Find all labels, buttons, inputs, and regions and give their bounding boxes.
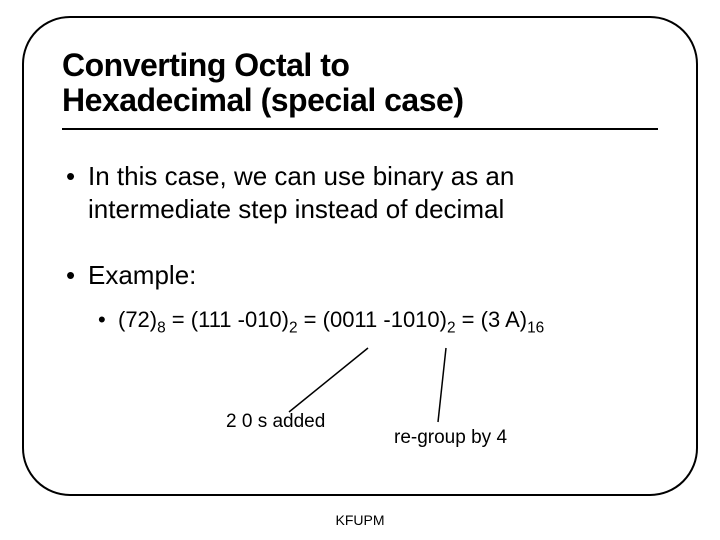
bullet-list: In this case, we can use binary as an in… (62, 160, 658, 458)
eq-eq3: = (3 A) (456, 307, 528, 332)
title-line-2: Hexadecimal (special case) (62, 82, 463, 118)
title-line-1: Converting Octal to (62, 47, 349, 83)
bullet-1: In this case, we can use binary as an in… (88, 160, 658, 225)
eq-eq1: = (111 -010) (166, 307, 289, 332)
eq-sub1: 8 (157, 319, 166, 336)
eq-p1: (72) (118, 307, 157, 332)
bullet-2-label: Example: (88, 260, 196, 290)
slide-frame: Converting Octal to Hexadecimal (special… (22, 16, 698, 496)
arrow-1 (289, 348, 368, 412)
annotation-area: 2 0 s added re-group by 4 (88, 348, 658, 458)
annotation-arrows (88, 348, 688, 458)
annotation-label-1: 2 0 s added (226, 410, 325, 434)
footer: KFUPM (0, 512, 720, 528)
bullet-2: Example: (72)8 = (111 -010)2 = (0011 -10… (88, 259, 658, 458)
eq-sub4: 16 (527, 319, 544, 336)
slide-title: Converting Octal to Hexadecimal (special… (62, 48, 658, 118)
example-equation: (72)8 = (111 -010)2 = (0011 -1010)2 = (3… (118, 306, 658, 338)
eq-eq2: = (0011 -1010) (298, 307, 447, 332)
annotation-label-2: re-group by 4 (394, 426, 507, 450)
eq-sub3: 2 (447, 319, 456, 336)
eq-sub2: 2 (289, 319, 298, 336)
title-underline (62, 128, 658, 130)
arrow-2 (438, 348, 446, 422)
